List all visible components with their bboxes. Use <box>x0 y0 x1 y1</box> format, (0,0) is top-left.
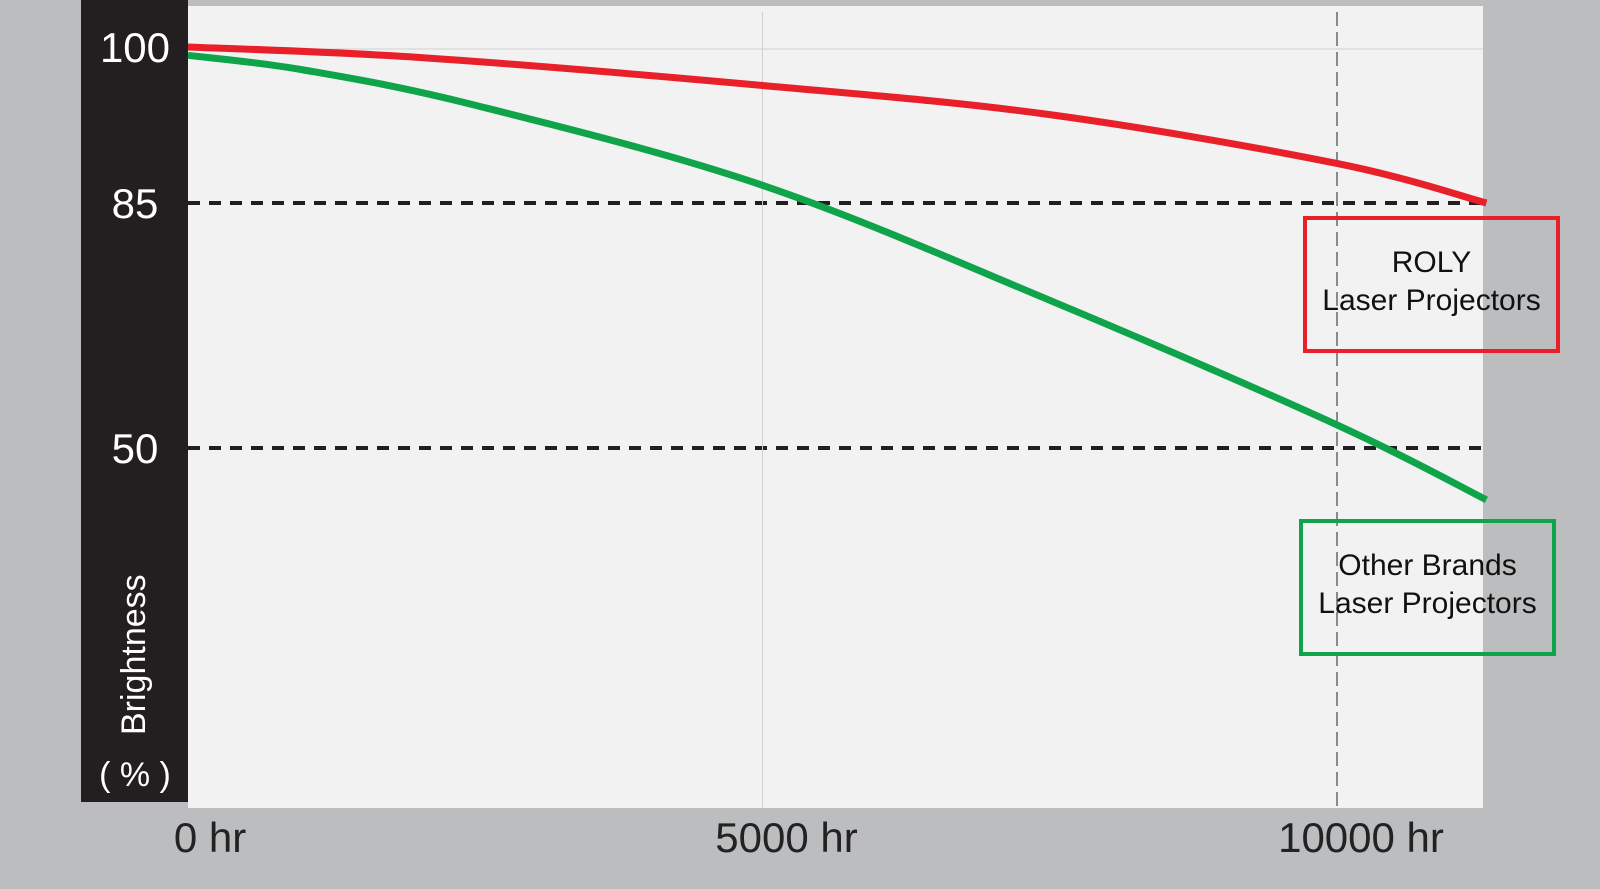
y-axis-label: Brightness <box>115 574 153 735</box>
series-line-1 <box>187 51 1488 503</box>
legend-label: Other Brands <box>1338 549 1516 582</box>
y-axis-unit: ( % ) <box>99 756 171 794</box>
legend-label: Laser Projectors <box>1322 284 1540 317</box>
legend-entry-1: Other Brands Laser Projectors <box>1299 519 1556 656</box>
y-tick-label: 100 <box>100 24 170 71</box>
legend-label: Laser Projectors <box>1318 587 1536 620</box>
y-tick-label: 50 <box>112 425 159 472</box>
legend-entry-0: ROLY Laser Projectors <box>1303 216 1560 353</box>
legend-label: ROLY <box>1392 246 1471 279</box>
legend-box <box>1299 519 1556 656</box>
x-tick-label: 0 hr <box>174 814 246 861</box>
x-tick-label: 5000 hr <box>715 814 857 861</box>
y-axis-band <box>81 0 188 802</box>
series-line-0 <box>187 43 1488 207</box>
x-tick-label: 10000 hr <box>1278 814 1444 861</box>
plot-area <box>188 6 1483 808</box>
y-tick-label: 85 <box>112 180 159 227</box>
legend-box <box>1303 216 1560 353</box>
